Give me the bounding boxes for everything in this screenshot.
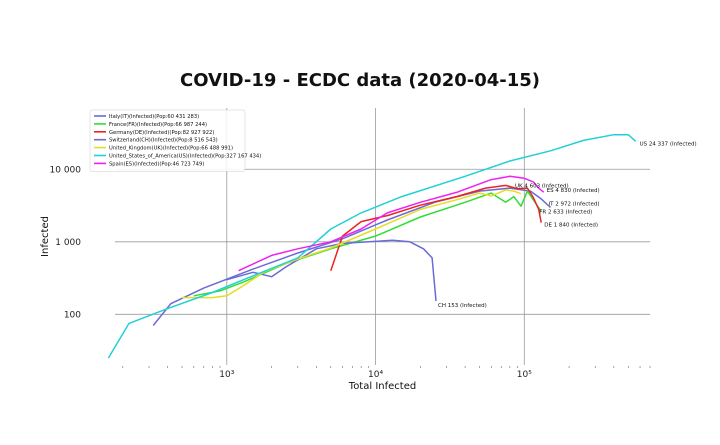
- legend-entry: Switzerland(CH)(Infected)(Pop:8 516 543): [109, 138, 218, 144]
- y-tick-label: 1 000: [55, 238, 81, 248]
- series-line: [182, 189, 522, 299]
- x-axis-label: Total Infected: [348, 381, 416, 392]
- series-line: [107, 133, 637, 359]
- axes-layer: 10³ 10⁴ 10⁵ 100 1 000 10 000: [50, 165, 651, 380]
- series-end-label: DE 1 840 (Infected): [544, 223, 598, 229]
- legend-entry: Spain(ES)(Infected)(Pop:46 723 749): [109, 161, 204, 167]
- series-end-label: UK 4 603 (Infected): [515, 184, 569, 190]
- chart-title: COVID-19 - ECDC data (2020-04-15): [179, 70, 541, 91]
- y-axis-label: Infected: [40, 216, 51, 257]
- x-tick-label: 10⁵: [517, 370, 532, 380]
- legend-entry: Germany(DE)(Infected)(Pop:82 927 922): [109, 130, 214, 136]
- series-end-label: US 24 337 (Infected): [640, 141, 697, 147]
- legend-entry: United_States_of_America(US)(Infected)(P…: [109, 154, 261, 160]
- x-tick-label: 10³: [219, 370, 234, 380]
- series-layer: [107, 133, 637, 359]
- series-end-label: CH 153 (Infected): [438, 303, 487, 309]
- y-tick-label: 10 000: [50, 165, 82, 175]
- y-tick-label: 100: [64, 310, 81, 320]
- chart-legend: Italy(IT)(Infected)(Pop:60 431 283) Franc…: [89, 109, 261, 172]
- legend-box: [89, 109, 246, 172]
- series-line: [330, 184, 542, 271]
- x-tick-label: 10⁴: [368, 370, 383, 380]
- series-end-label: FR 2 633 (Infected): [539, 209, 592, 215]
- series-end-label: IT 2 972 (Infected): [548, 201, 599, 207]
- series-end-label: ES 4 830 (Infected): [547, 188, 600, 194]
- series-line: [193, 190, 542, 297]
- legend-entry: United_Kingdom(UK)(Infected)(Pop:66 488 …: [109, 146, 233, 152]
- legend-entry: France(FR)(Infected)(Pop:66 987 244): [109, 122, 207, 128]
- series-line: [238, 175, 545, 272]
- series-line: [152, 187, 552, 326]
- legend-entry: Italy(IT)(Infected)(Pop:60 431 283): [109, 114, 199, 120]
- series-line: [226, 239, 437, 301]
- end-labels-layer: IT 2 972 (Infected) FR 2 633 (Infected) DE…: [438, 141, 697, 309]
